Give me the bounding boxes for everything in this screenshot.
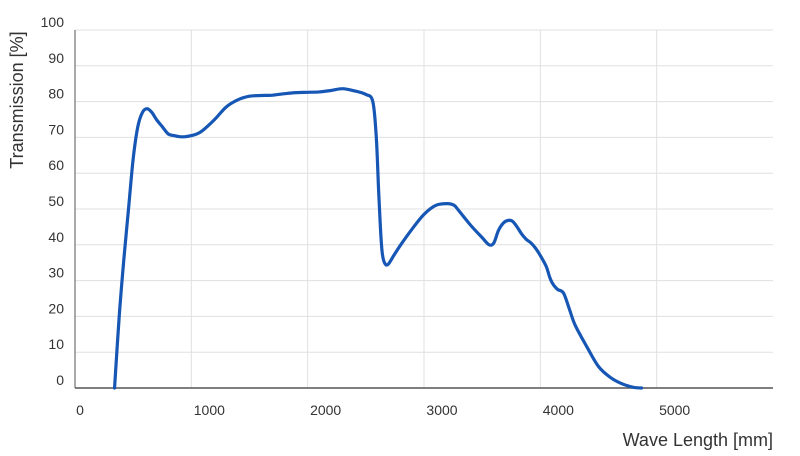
- y-tick-label: 80: [48, 86, 64, 102]
- x-tick-label: 4000: [543, 402, 574, 418]
- x-tick-label: 1000: [194, 402, 225, 418]
- transmission-line: [112, 87, 644, 390]
- y-tick-label: 0: [56, 372, 64, 388]
- y-axis-title: Transmission [%]: [7, 31, 27, 168]
- y-tick-label: 60: [48, 157, 64, 173]
- x-tick-label: 5000: [659, 402, 690, 418]
- y-tick-label: 10: [48, 336, 64, 352]
- y-tick-label: 50: [48, 193, 64, 209]
- x-tick-label: 3000: [426, 402, 457, 418]
- y-tick-label: 90: [48, 50, 64, 66]
- chart-axes: [74, 30, 773, 389]
- y-tick-label: 100: [41, 14, 65, 30]
- y-tick-label: 70: [48, 121, 64, 137]
- x-tick-label: 0: [76, 402, 84, 418]
- x-tick-label: 2000: [310, 402, 341, 418]
- y-tick-label: 20: [48, 300, 64, 316]
- chart-grid: [75, 29, 773, 388]
- y-tick-label: 40: [48, 229, 64, 245]
- y-tick-label: 30: [48, 265, 64, 281]
- x-axis-title: Wave Length [mm]: [623, 430, 773, 450]
